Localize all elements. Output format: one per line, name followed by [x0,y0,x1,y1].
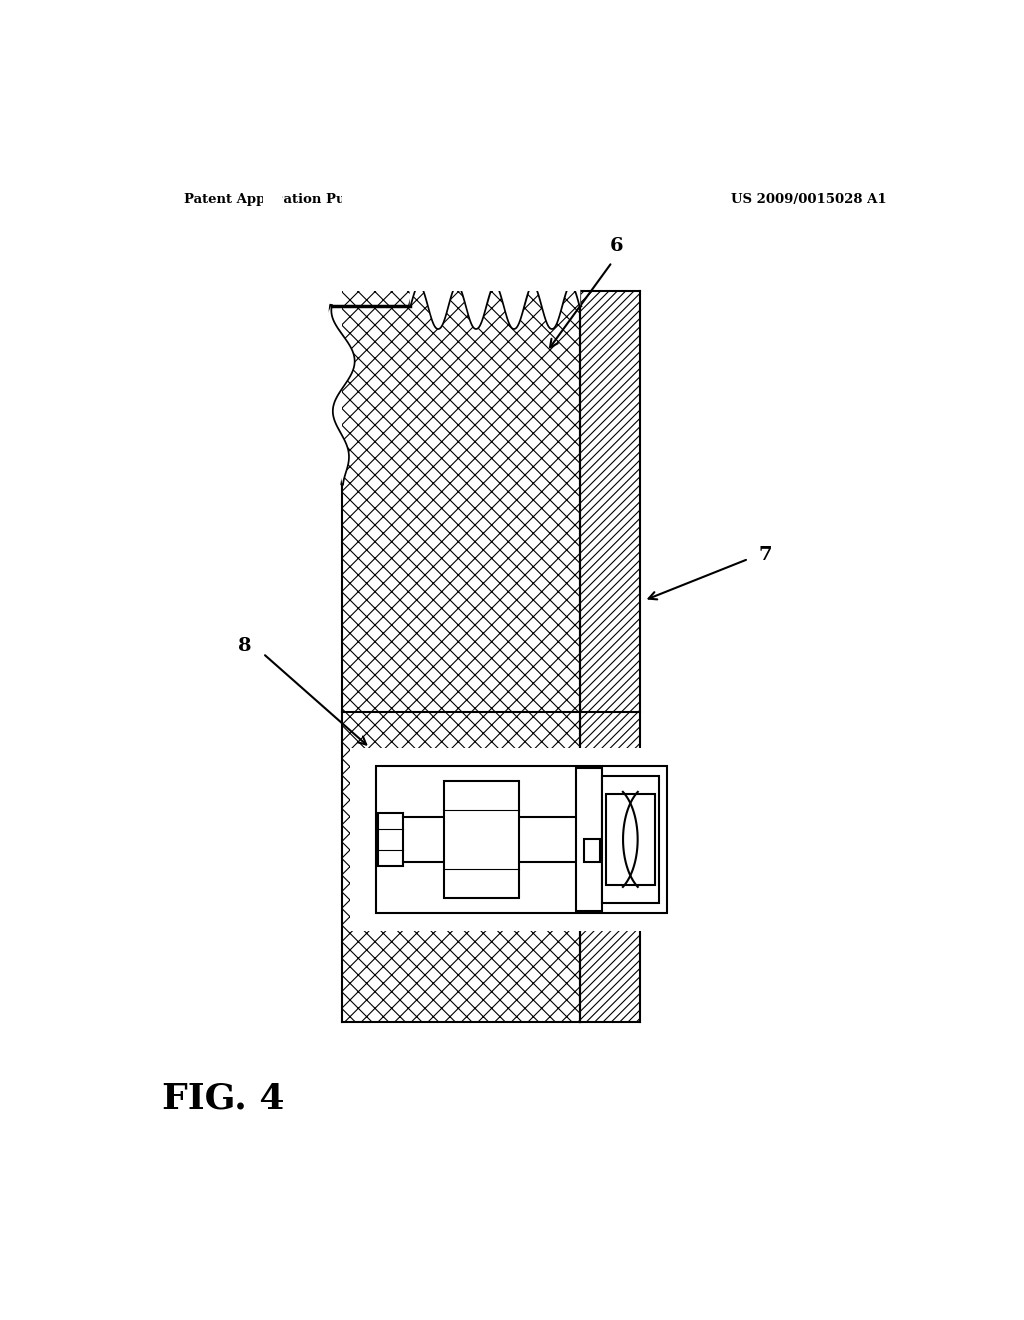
Text: US 2009/0015028 A1: US 2009/0015028 A1 [731,193,887,206]
Bar [585,840,600,862]
Bar [350,748,703,931]
Bar [342,713,581,1022]
Text: 6: 6 [609,238,623,255]
Bar [581,713,640,1022]
Bar [581,290,640,713]
Bar [606,793,655,886]
Text: Jan. 15, 2009  Sheet 4 of 8: Jan. 15, 2009 Sheet 4 of 8 [364,193,559,206]
Text: Patent Application Publication: Patent Application Publication [183,193,411,206]
Bar [443,781,519,898]
Bar [342,290,581,713]
Text: 8: 8 [238,638,251,655]
Bar [577,768,602,911]
Polygon shape [263,103,354,483]
Polygon shape [410,189,581,329]
Text: 7: 7 [759,545,772,564]
Bar [602,776,658,903]
Bar [342,139,581,290]
Bar [377,766,667,913]
Text: FIG. 4: FIG. 4 [162,1081,285,1115]
Bar [378,813,403,866]
